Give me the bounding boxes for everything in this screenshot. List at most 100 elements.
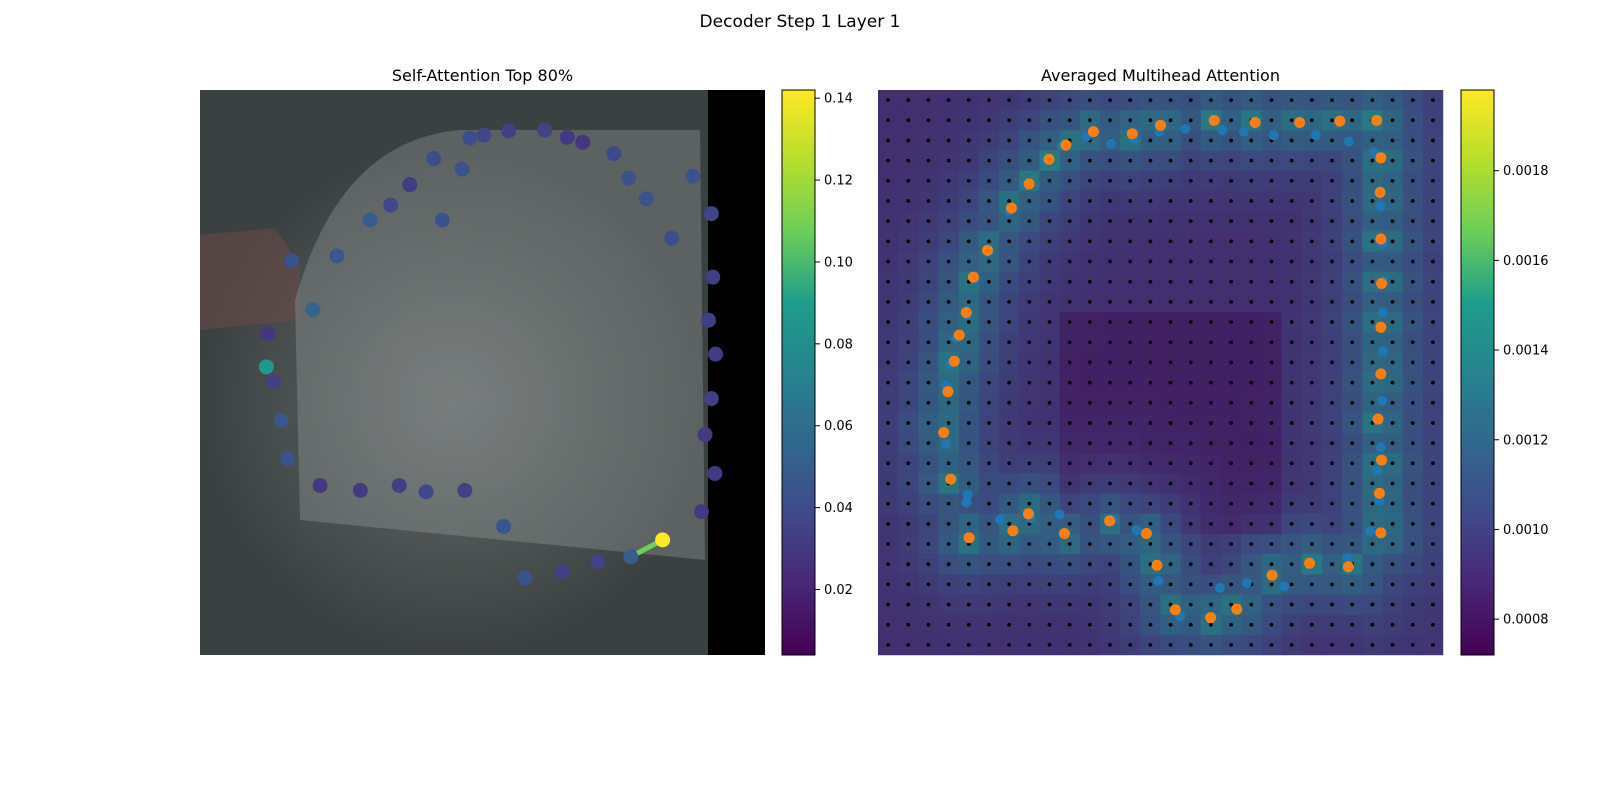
grid-dot: [1027, 239, 1032, 244]
grid-dot: [1410, 622, 1415, 627]
grid-dot: [987, 320, 991, 324]
grid-dot: [946, 320, 951, 324]
grid-dot: [987, 239, 991, 244]
grid-dot: [1431, 320, 1435, 324]
grid-dot: [1390, 178, 1395, 183]
grid-dot: [1027, 199, 1032, 203]
grid-dot: [1067, 622, 1072, 627]
grid-dot: [1410, 380, 1415, 385]
grid-dot: [1007, 521, 1012, 526]
grid-dot: [1289, 320, 1294, 324]
grid-dot: [886, 542, 890, 546]
grid-dot: [1168, 400, 1173, 405]
grid-dot: [1269, 178, 1274, 183]
grid-dot: [1047, 562, 1052, 567]
attention-point: [559, 129, 575, 145]
grid-dot: [1067, 178, 1072, 183]
grid-dot: [1330, 441, 1334, 446]
attention-point: [623, 549, 639, 565]
grid-dot: [1087, 299, 1092, 304]
grid-dot: [886, 461, 890, 466]
attention-point: [705, 269, 721, 285]
grid-dot: [1108, 643, 1112, 647]
grid-dot: [1007, 178, 1012, 183]
grid-dot: [1108, 461, 1112, 466]
grid-dot: [886, 219, 890, 224]
grid-dot: [987, 542, 991, 546]
grid-dot: [1128, 279, 1133, 284]
grid-dot: [1309, 98, 1314, 102]
grid-dot: [1289, 421, 1294, 425]
grid-dot: [966, 299, 971, 304]
orange-point: [1043, 153, 1055, 165]
grid-dot: [1108, 299, 1112, 304]
attention-point: [258, 359, 274, 375]
grid-dot: [946, 340, 951, 345]
grid-dot: [1229, 178, 1234, 183]
grid-dot: [1330, 178, 1334, 183]
grid-dot: [1390, 138, 1395, 143]
grid-dot: [1168, 421, 1173, 425]
orange-point: [1376, 278, 1388, 290]
attention-point: [462, 130, 478, 146]
grid-dot: [1269, 98, 1274, 102]
orange-point: [1249, 116, 1261, 128]
grid-dot: [1269, 582, 1274, 587]
grid-dot: [1047, 400, 1052, 405]
grid-dot: [1108, 219, 1112, 224]
grid-dot: [1027, 542, 1032, 546]
grid-dot: [1188, 481, 1193, 486]
grid-dot: [946, 582, 951, 587]
grid-dot: [1128, 340, 1133, 345]
attention-point: [655, 532, 671, 548]
grid-dot: [1148, 481, 1153, 486]
grid-dot: [1067, 501, 1072, 506]
attention-point: [476, 127, 492, 143]
grid-dot: [1410, 158, 1415, 163]
grid-dot: [966, 461, 971, 466]
grid-dot: [946, 622, 951, 627]
attention-point: [418, 484, 434, 500]
grid-dot: [1027, 340, 1032, 345]
colorbar-tick-label: 0.0014: [1503, 344, 1549, 359]
grid-dot: [1007, 481, 1012, 486]
grid-dot: [926, 299, 931, 304]
attention-point: [362, 212, 378, 228]
blue-point: [995, 514, 1006, 525]
grid-dot: [1289, 279, 1294, 284]
grid-dot: [1168, 239, 1173, 244]
grid-dot: [1188, 562, 1193, 567]
grid-dot: [1350, 602, 1355, 607]
grid-dot: [1148, 622, 1153, 627]
grid-dot: [987, 360, 991, 365]
grid-dot: [987, 582, 991, 587]
grid-dot: [1309, 219, 1314, 224]
grid-dot: [886, 360, 890, 365]
grid-dot: [1027, 380, 1032, 385]
grid-dot: [987, 299, 991, 304]
grid-dot: [1309, 521, 1314, 526]
grid-dot: [1370, 98, 1375, 102]
blue-point: [1131, 524, 1142, 535]
grid-dot: [946, 602, 951, 607]
orange-point: [1372, 413, 1384, 425]
grid-dot: [886, 98, 890, 102]
grid-dot: [1128, 562, 1133, 567]
blue-point: [1217, 125, 1228, 136]
grid-dot: [1209, 461, 1213, 466]
grid-dot: [1229, 622, 1234, 627]
grid-dot: [1249, 279, 1254, 284]
grid-dot: [1007, 118, 1012, 123]
grid-dot: [1269, 501, 1274, 506]
grid-dot: [1249, 98, 1254, 102]
grid-dot: [886, 380, 890, 385]
grid-dot: [906, 178, 911, 183]
grid-dot: [1410, 582, 1415, 587]
grid-dot: [987, 178, 991, 183]
grid-dot: [946, 118, 951, 123]
grid-dot: [1249, 400, 1254, 405]
grid-dot: [946, 199, 951, 203]
colorbar-tick-label: 0.08: [824, 337, 853, 352]
grid-dot: [1309, 299, 1314, 304]
grid-dot: [966, 138, 971, 143]
